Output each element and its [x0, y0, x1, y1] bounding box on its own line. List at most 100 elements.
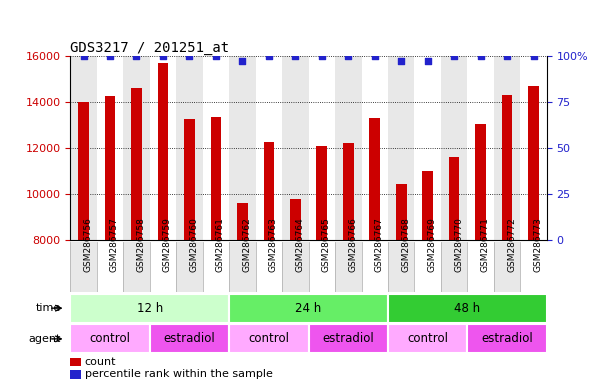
Text: GSM286758: GSM286758	[136, 217, 145, 272]
Bar	[521, 242, 547, 292]
Bar	[176, 242, 203, 292]
Text: GSM286768: GSM286768	[401, 217, 410, 272]
Text: GDS3217 / 201251_at: GDS3217 / 201251_at	[70, 41, 229, 55]
Text: estradiol: estradiol	[481, 333, 533, 345]
Text: count: count	[84, 357, 116, 367]
Text: percentile rank within the sample: percentile rank within the sample	[84, 369, 273, 379]
Bar	[282, 242, 309, 292]
Bar	[414, 56, 441, 240]
Bar	[362, 242, 388, 292]
Text: GSM286771: GSM286771	[481, 217, 489, 272]
Bar	[70, 56, 97, 240]
Point	[476, 53, 486, 59]
Text: GSM286766: GSM286766	[348, 217, 357, 272]
Bar	[70, 324, 150, 353]
Text: GSM286767: GSM286767	[375, 217, 384, 272]
Bar	[362, 56, 388, 240]
Text: agent: agent	[28, 334, 60, 344]
Bar	[441, 56, 467, 240]
Point	[370, 53, 379, 59]
Bar	[388, 242, 414, 292]
Text: GSM286759: GSM286759	[163, 217, 172, 272]
Point	[449, 53, 459, 59]
Bar	[229, 294, 388, 323]
Point	[79, 53, 89, 59]
Text: control: control	[89, 333, 131, 345]
Bar	[97, 56, 123, 240]
Bar	[502, 95, 513, 240]
Bar	[388, 294, 547, 323]
Bar	[441, 242, 467, 292]
Bar	[255, 242, 282, 292]
Text: control: control	[407, 333, 448, 345]
Bar	[449, 157, 459, 240]
Bar	[237, 203, 247, 240]
Bar	[150, 242, 176, 292]
Point	[131, 53, 141, 59]
Bar	[370, 118, 380, 240]
Point	[502, 53, 512, 59]
Text: GSM286762: GSM286762	[243, 217, 251, 272]
Text: control: control	[248, 333, 290, 345]
Bar	[229, 324, 309, 353]
Point	[343, 53, 353, 59]
Text: GSM286765: GSM286765	[322, 217, 331, 272]
Point	[211, 53, 221, 59]
Bar	[70, 358, 81, 366]
Bar	[467, 56, 494, 240]
Text: GSM286769: GSM286769	[428, 217, 437, 272]
Bar	[290, 199, 301, 240]
Bar	[203, 242, 229, 292]
Point	[238, 58, 247, 64]
Bar	[150, 56, 176, 240]
Text: GSM286773: GSM286773	[533, 217, 543, 272]
Point	[423, 58, 433, 64]
Bar	[335, 242, 362, 292]
Text: GSM286757: GSM286757	[110, 217, 119, 272]
Text: GSM286756: GSM286756	[84, 217, 92, 272]
Text: GSM286764: GSM286764	[295, 217, 304, 272]
Bar	[388, 56, 414, 240]
Text: GSM286772: GSM286772	[507, 217, 516, 272]
Text: GSM286760: GSM286760	[189, 217, 199, 272]
Bar	[255, 56, 282, 240]
Point	[264, 53, 274, 59]
Bar	[467, 242, 494, 292]
Bar	[123, 56, 150, 240]
Bar	[229, 56, 255, 240]
Text: 48 h: 48 h	[455, 302, 480, 314]
Text: estradiol: estradiol	[164, 333, 215, 345]
Point	[397, 58, 406, 64]
Bar	[78, 102, 89, 240]
Bar	[131, 88, 142, 240]
Point	[290, 53, 300, 59]
Bar	[494, 242, 521, 292]
Bar	[316, 146, 327, 240]
Bar	[123, 242, 150, 292]
Point	[185, 53, 194, 59]
Bar	[176, 56, 203, 240]
Bar	[467, 324, 547, 353]
Text: GSM286761: GSM286761	[216, 217, 225, 272]
Bar	[309, 56, 335, 240]
Bar	[343, 143, 354, 240]
Bar	[263, 142, 274, 240]
Bar	[475, 124, 486, 240]
Bar	[422, 171, 433, 240]
Bar	[521, 56, 547, 240]
Bar	[309, 242, 335, 292]
Bar	[70, 294, 229, 323]
Point	[317, 53, 327, 59]
Text: estradiol: estradiol	[323, 333, 374, 345]
Bar	[150, 324, 229, 353]
Text: GSM286770: GSM286770	[454, 217, 463, 272]
Point	[529, 53, 538, 59]
Bar	[396, 184, 406, 240]
Point	[105, 53, 115, 59]
Text: time: time	[35, 303, 60, 313]
Bar	[529, 86, 539, 240]
Bar	[184, 119, 195, 240]
Bar	[158, 63, 168, 240]
Text: GSM286763: GSM286763	[269, 217, 278, 272]
Bar	[203, 56, 229, 240]
